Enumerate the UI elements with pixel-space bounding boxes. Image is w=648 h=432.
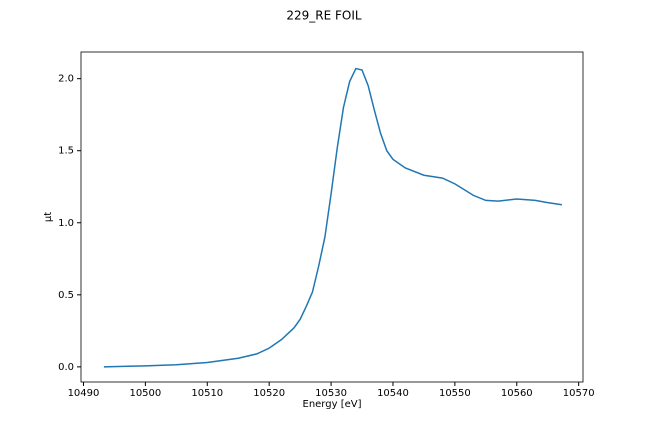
- x-tick-label: 10490: [68, 388, 100, 399]
- y-tick-label: 1.0: [58, 218, 74, 229]
- x-tick-label: 10570: [563, 388, 595, 399]
- y-axis-label: μt: [43, 212, 54, 222]
- x-tick-label: 10530: [315, 388, 347, 399]
- y-tick-label: 0.5: [58, 290, 74, 301]
- chart-title: 229_RE FOIL: [286, 9, 362, 23]
- x-axis-label: Energy [eV]: [303, 399, 362, 410]
- y-tick-label: 2.0: [58, 74, 74, 85]
- x-tick-label: 10500: [129, 388, 161, 399]
- x-tick-label: 10510: [191, 388, 223, 399]
- x-tick-label: 10520: [253, 388, 285, 399]
- y-tick-label: 0.0: [58, 362, 74, 373]
- x-tick-label: 10540: [377, 388, 409, 399]
- data-line: [103, 67, 563, 368]
- plot-frame: [80, 51, 584, 383]
- x-tick-label: 10550: [439, 388, 471, 399]
- x-tick-label: 10560: [501, 388, 533, 399]
- y-tick-label: 1.5: [58, 146, 74, 157]
